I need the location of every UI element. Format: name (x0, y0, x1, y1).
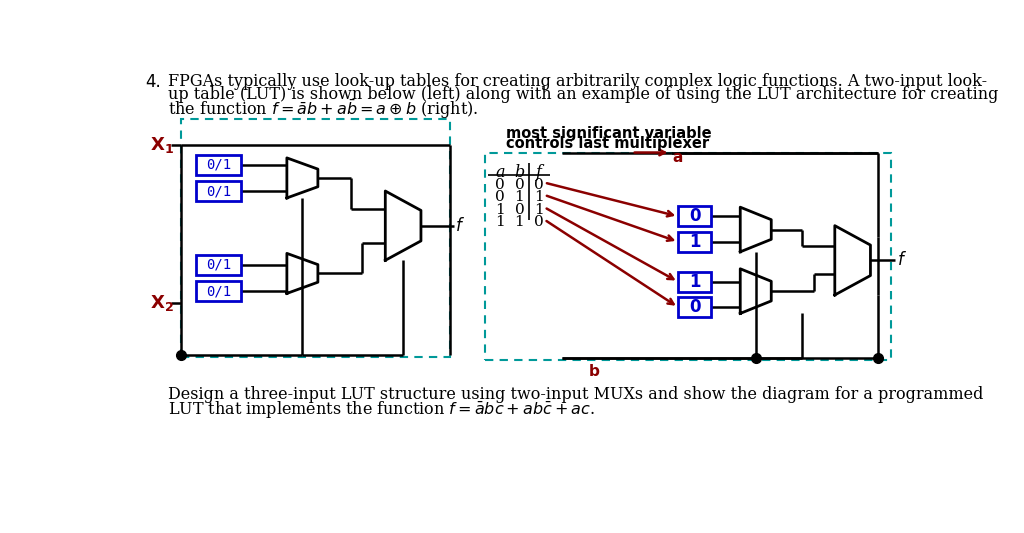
Bar (678, 232, 711, 252)
Text: 0/1: 0/1 (206, 158, 231, 172)
Text: $\mathbf{X_1}$: $\mathbf{X_1}$ (150, 135, 174, 155)
Text: 1: 1 (514, 190, 524, 204)
Text: $f$: $f$ (455, 216, 465, 235)
Text: 0/1: 0/1 (206, 284, 231, 298)
Text: f: f (536, 164, 542, 181)
Text: controls last multiplexer: controls last multiplexer (506, 136, 710, 151)
Text: 1: 1 (496, 203, 505, 216)
Text: b: b (589, 364, 600, 379)
Text: 1: 1 (534, 190, 544, 204)
Text: 0: 0 (534, 215, 544, 229)
Bar (678, 297, 711, 317)
Bar (180, 119, 451, 357)
Text: 0: 0 (496, 190, 505, 204)
Text: Design a three-input LUT structure using two-input MUXs and show the diagram for: Design a three-input LUT structure using… (168, 386, 984, 403)
Text: up table (LUT) is shown below (left) along with an example of using the LUT arch: up table (LUT) is shown below (left) alo… (168, 85, 998, 102)
Text: 4.: 4. (145, 73, 161, 91)
Bar (197, 155, 241, 175)
Text: 0: 0 (689, 207, 700, 225)
Text: 0/1: 0/1 (206, 184, 231, 198)
Bar (484, 152, 891, 360)
Text: 1: 1 (514, 215, 524, 229)
Text: 0: 0 (496, 178, 505, 192)
Text: 1: 1 (689, 273, 700, 291)
Bar (197, 255, 241, 275)
Text: a: a (496, 164, 505, 181)
Bar (197, 181, 241, 201)
Text: a: a (673, 150, 683, 165)
Text: 1: 1 (496, 215, 505, 229)
Text: 1: 1 (534, 203, 544, 216)
Bar (197, 281, 241, 301)
Text: FPGAs typically use look-up tables for creating arbitrarily complex logic functi: FPGAs typically use look-up tables for c… (168, 73, 987, 90)
Text: 0: 0 (514, 203, 524, 216)
Text: 0: 0 (689, 298, 700, 316)
Text: 1: 1 (689, 233, 700, 251)
Text: 0: 0 (534, 178, 544, 192)
Text: 0/1: 0/1 (206, 258, 231, 272)
Text: b: b (514, 164, 524, 181)
Text: the function $f = \bar{a}b + a\bar{b} = a\oplus b$ (right).: the function $f = \bar{a}b + a\bar{b} = … (168, 98, 478, 121)
Bar (678, 206, 711, 227)
Bar (678, 272, 711, 292)
Text: $f$: $f$ (897, 252, 907, 269)
Text: LUT that implements the function $f = \bar{a}bc + ab\bar{c} + ac$.: LUT that implements the function $f = \b… (168, 399, 595, 420)
Text: $\mathbf{X_2}$: $\mathbf{X_2}$ (150, 293, 173, 313)
Text: 0: 0 (514, 178, 524, 192)
Text: most significant variable: most significant variable (506, 126, 712, 141)
